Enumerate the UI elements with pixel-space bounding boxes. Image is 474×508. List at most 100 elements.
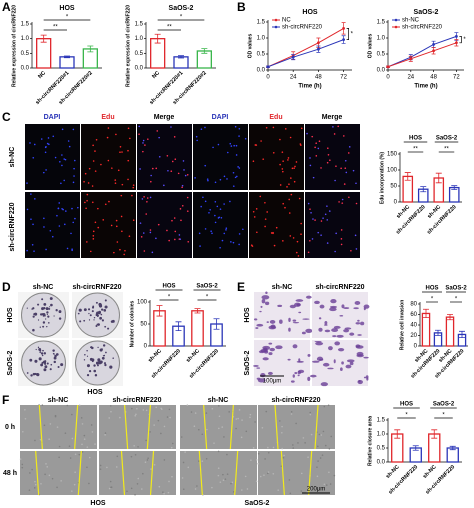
nucleus — [33, 250, 35, 252]
nucleus — [72, 128, 75, 131]
colony — [46, 308, 48, 311]
nucleus — [163, 184, 165, 187]
cell — [279, 319, 283, 324]
y-tick-label: 0.5 — [377, 52, 386, 58]
cell — [256, 323, 264, 327]
panel-letter: D — [2, 280, 11, 294]
row-label: SaOS-2 — [244, 350, 251, 375]
nucleus — [149, 231, 152, 234]
texture — [304, 442, 306, 444]
nucleus — [86, 193, 89, 196]
texture — [289, 492, 292, 495]
nucleus — [204, 228, 207, 230]
point — [432, 49, 435, 53]
nucleus — [232, 185, 235, 187]
y-tick-label: 40 — [410, 323, 417, 329]
nucleus — [42, 171, 45, 174]
cell — [334, 341, 341, 346]
nucleus — [166, 154, 169, 157]
texture — [238, 409, 241, 411]
texture — [257, 462, 259, 465]
texture — [211, 486, 213, 489]
nucleus — [341, 198, 344, 201]
nucleus — [173, 136, 176, 138]
point — [432, 43, 435, 46]
cell — [289, 304, 296, 309]
nucleus — [72, 181, 75, 184]
texture — [86, 446, 89, 448]
chart-title: SaOS-2 — [414, 9, 439, 16]
cell — [322, 362, 330, 367]
texture — [157, 419, 160, 422]
colony — [84, 353, 86, 356]
series-line — [387, 35, 457, 68]
nucleus — [94, 150, 96, 152]
nucleus — [235, 144, 238, 147]
colony — [53, 353, 55, 355]
nucleus — [92, 230, 95, 233]
nucleus — [300, 233, 302, 236]
nucleus — [63, 223, 66, 226]
nucleus — [281, 168, 284, 170]
colony — [101, 308, 104, 311]
texture — [222, 479, 225, 481]
texture — [160, 432, 162, 435]
texture — [145, 439, 147, 442]
nucleus — [77, 206, 79, 209]
nucleus — [300, 127, 303, 130]
texture — [109, 480, 112, 483]
texture — [290, 413, 293, 415]
nucleus — [89, 250, 92, 253]
texture — [292, 447, 295, 449]
bar — [173, 56, 189, 69]
cell — [302, 318, 310, 320]
y-tick-label: 0.0 — [257, 68, 266, 74]
colony — [41, 307, 44, 311]
nucleus — [204, 126, 206, 129]
cell — [259, 310, 262, 313]
nucleus — [139, 168, 141, 170]
nucleus — [238, 135, 240, 137]
nucleus — [149, 229, 152, 231]
row-label: sh-NC — [9, 147, 16, 168]
texture — [104, 432, 107, 434]
texture — [39, 438, 42, 441]
y-tick-label: 1.0 — [135, 36, 144, 42]
nucleus — [293, 180, 296, 183]
photo — [180, 405, 257, 449]
nucleus — [30, 218, 32, 221]
nucleus — [260, 140, 262, 142]
row-label: 0 h — [5, 424, 15, 431]
nucleus — [177, 172, 180, 175]
texture — [78, 404, 81, 407]
texture — [288, 479, 291, 481]
error-bar — [420, 186, 427, 193]
cell — [345, 364, 352, 369]
nucleus — [220, 216, 223, 219]
texture — [170, 446, 173, 449]
nucleus — [265, 126, 268, 129]
nucleus — [327, 147, 329, 150]
colony — [91, 310, 94, 313]
cell — [343, 307, 350, 310]
cell — [344, 327, 352, 330]
colony — [46, 362, 49, 365]
nucleus — [234, 176, 237, 179]
nucleus — [138, 133, 140, 135]
texture — [108, 487, 111, 490]
nucleus — [182, 160, 185, 162]
texture — [281, 431, 283, 434]
colony — [110, 320, 114, 323]
colony — [101, 319, 104, 322]
colony — [41, 298, 44, 301]
nucleus — [300, 222, 302, 225]
nucleus — [60, 182, 62, 185]
point — [386, 65, 390, 69]
texture — [281, 425, 283, 428]
cell — [296, 360, 304, 363]
colony — [49, 297, 53, 301]
cell — [275, 345, 283, 350]
colony — [44, 360, 47, 363]
nucleus — [65, 210, 67, 212]
significance-label: * — [66, 15, 69, 21]
